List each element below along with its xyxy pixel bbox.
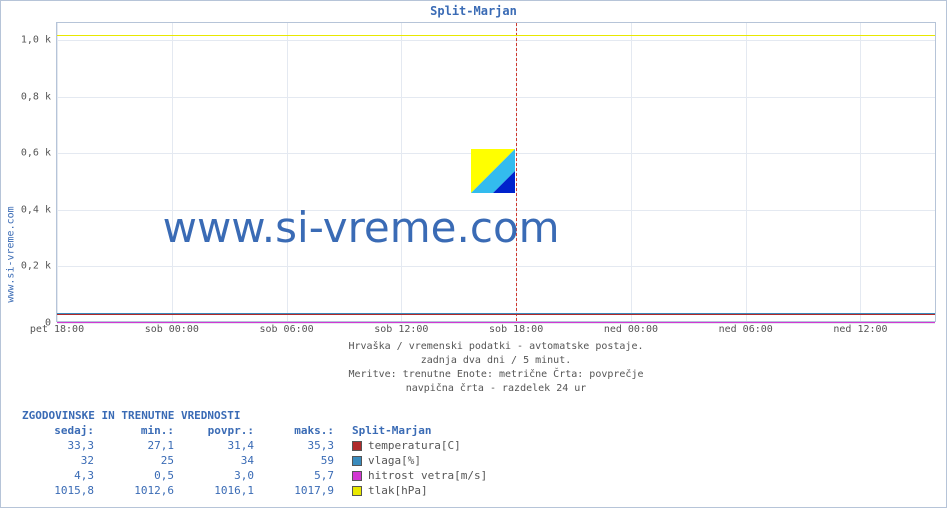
- legend-temperatura: temperatura[C]: [368, 438, 461, 453]
- sub-line-4: navpična črta - razdelek 24 ur: [56, 382, 936, 396]
- col-min: min.:: [102, 423, 182, 438]
- grid-v: [172, 23, 173, 321]
- cell: 33,3: [22, 438, 102, 453]
- swatch-vlaga: [352, 456, 362, 466]
- grid-v: [401, 23, 402, 321]
- cell: 1016,1: [182, 483, 262, 498]
- stats-station: Split-Marjan: [352, 423, 431, 438]
- series-hitrost_vetra: [57, 322, 935, 323]
- plot-wrap: 00,2 k0,4 k0,6 k0,8 k1,0 kpet 18:00sob 0…: [56, 22, 936, 322]
- plot-area: 00,2 k0,4 k0,6 k0,8 k1,0 kpet 18:00sob 0…: [56, 22, 936, 322]
- grid-v: [287, 23, 288, 321]
- swatch-vetra: [352, 471, 362, 481]
- cell: 5,7: [262, 468, 342, 483]
- grid-v: [57, 23, 58, 321]
- day-marker: [516, 23, 518, 321]
- stats-cols-row: sedaj: min.: povpr.: maks.: Split-Marjan: [22, 423, 487, 438]
- series-temperatura: [57, 314, 935, 315]
- stats-row: 4,3 0,5 3,0 5,7 hitrost vetra[m/s]: [22, 468, 487, 483]
- legend-tlak: tlak[hPa]: [368, 483, 428, 498]
- cell: 35,3: [262, 438, 342, 453]
- ytick-label: 0,6 k: [21, 148, 57, 159]
- cell: 25: [102, 453, 182, 468]
- grid-v: [631, 23, 632, 321]
- cell: 34: [182, 453, 262, 468]
- chart-title: Split-Marjan: [0, 4, 947, 18]
- chart-subtitle: Hrvaška / vremenski podatki - avtomatske…: [56, 340, 936, 396]
- cell: 3,0: [182, 468, 262, 483]
- stats-header: ZGODOVINSKE IN TRENUTNE VREDNOSTI: [22, 408, 487, 423]
- ytick-label: 1,0 k: [21, 34, 57, 45]
- grid-h: [57, 153, 935, 154]
- cell: 4,3: [22, 468, 102, 483]
- grid-v: [860, 23, 861, 321]
- cell: 59: [262, 453, 342, 468]
- ytick-label: 0,8 k: [21, 91, 57, 102]
- legend-vetra: hitrost vetra[m/s]: [368, 468, 487, 483]
- series-tlak: [57, 35, 935, 36]
- cell: 31,4: [182, 438, 262, 453]
- cell: 1015,8: [22, 483, 102, 498]
- stats-row: 1015,8 1012,6 1016,1 1017,9 tlak[hPa]: [22, 483, 487, 498]
- swatch-temperatura: [352, 441, 362, 451]
- cell: 0,5: [102, 468, 182, 483]
- col-povpr: povpr.:: [182, 423, 262, 438]
- stats-row: 32 25 34 59 vlaga[%]: [22, 453, 487, 468]
- grid-v: [746, 23, 747, 321]
- cell: 27,1: [102, 438, 182, 453]
- grid-h: [57, 40, 935, 41]
- legend-vlaga: vlaga[%]: [368, 453, 421, 468]
- ytick-label: 0,4 k: [21, 204, 57, 215]
- yaxis-label-text: www.si-vreme.com: [6, 206, 17, 302]
- sub-line-2: zadnja dva dni / 5 minut.: [56, 354, 936, 368]
- stats-row: 33,3 27,1 31,4 35,3 temperatura[C]: [22, 438, 487, 453]
- yaxis-label-side: www.si-vreme.com: [4, 0, 18, 508]
- grid-h: [57, 97, 935, 98]
- cell: 32: [22, 453, 102, 468]
- col-maks: maks.:: [262, 423, 342, 438]
- sub-line-1: Hrvaška / vremenski podatki - avtomatske…: [56, 340, 936, 354]
- sub-line-3: Meritve: trenutne Enote: metrične Črta: …: [56, 368, 936, 382]
- ytick-label: 0,2 k: [21, 261, 57, 272]
- grid-h: [57, 210, 935, 211]
- cell: 1017,9: [262, 483, 342, 498]
- watermark-logo-icon: [471, 149, 515, 193]
- swatch-tlak: [352, 486, 362, 496]
- stats-block: ZGODOVINSKE IN TRENUTNE VREDNOSTI sedaj:…: [22, 408, 487, 498]
- grid-h: [57, 266, 935, 267]
- col-sedaj: sedaj:: [22, 423, 102, 438]
- cell: 1012,6: [102, 483, 182, 498]
